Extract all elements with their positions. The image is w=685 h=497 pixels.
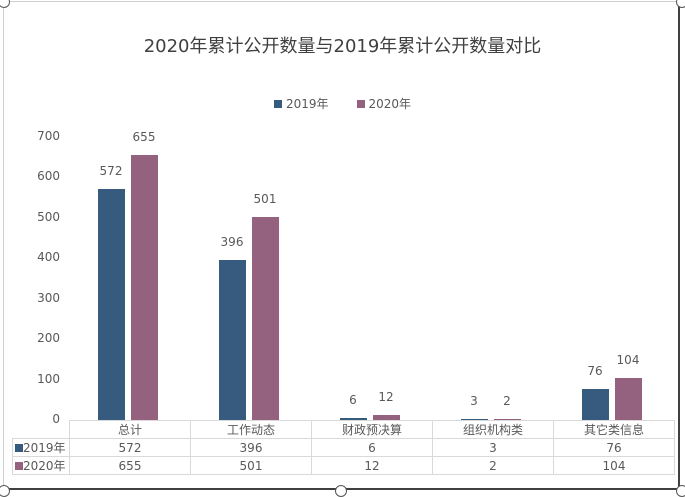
data-label: 572: [99, 163, 123, 178]
data-label: 104: [616, 352, 640, 367]
bar-2019[interactable]: [97, 188, 125, 420]
data-table-cell: 2: [432, 456, 554, 475]
row-label-2019: 2019年: [23, 441, 66, 455]
y-tick-label: 400: [37, 250, 60, 265]
data-table-row-label: 2019年: [12, 438, 70, 457]
data-table-cell: 501: [190, 456, 312, 475]
legend-swatch-2019: [273, 99, 282, 108]
y-tick-label: 200: [37, 331, 60, 346]
data-table-cell: 12: [311, 456, 433, 475]
data-label: 396: [220, 234, 244, 249]
legend-label-2020: 2020年: [368, 97, 412, 111]
data-label: 3: [470, 393, 478, 408]
chart-title: 2020年累计公开数量与2019年累计公开数量对比: [143, 36, 542, 57]
data-table-corner: [12, 420, 70, 439]
data-table-header-row: 总计 工作动态 财政预决算 组织机构类 其它类信息: [12, 420, 675, 439]
resize-handle-bottom-center[interactable]: [335, 485, 347, 497]
data-label: 501: [253, 192, 277, 207]
bar-2019[interactable]: [218, 259, 246, 420]
y-tick-label: 300: [37, 290, 60, 305]
bar-2020[interactable]: [493, 418, 521, 420]
data-table-row-2020: 2020年 655 501 12 2 104: [12, 456, 675, 475]
data-table-cell: 655: [69, 456, 191, 475]
data-label: 6: [349, 392, 357, 407]
data-label: 12: [378, 390, 394, 405]
y-tick-label: 500: [37, 209, 60, 224]
legend-item-2019: 2019年: [273, 95, 329, 112]
chart-legend: 2019年 2020年: [0, 95, 685, 112]
resize-handle-bottom-left[interactable]: [0, 485, 10, 497]
data-table-cell: 3: [432, 438, 554, 457]
bar-2020[interactable]: [372, 415, 400, 420]
bar-2020[interactable]: [614, 377, 642, 420]
data-table-cell: 6: [311, 438, 433, 457]
bar-2019[interactable]: [581, 389, 609, 420]
bar-2020[interactable]: [130, 155, 158, 420]
resize-handle-top-right[interactable]: [676, 0, 685, 8]
data-table-cell: 76: [553, 438, 675, 457]
data-label: 655: [132, 130, 156, 145]
data-table-row-2019: 2019年 572 396 6 3 76: [12, 438, 675, 457]
legend-key-2020: [15, 462, 23, 470]
resize-handle-bottom-right[interactable]: [676, 485, 685, 497]
data-label: 2: [503, 393, 511, 408]
data-table-header: 工作动态: [190, 420, 312, 439]
data-table-header: 财政预决算: [311, 420, 433, 439]
row-label-2020: 2020年: [23, 459, 66, 473]
y-tick-label: 100: [37, 371, 60, 386]
data-table-header: 总计: [69, 420, 191, 439]
legend-label-2019: 2019年: [285, 97, 329, 111]
data-table: 总计 工作动态 财政预决算 组织机构类 其它类信息 2019年 572 396 …: [12, 420, 675, 475]
legend-key-2019: [15, 444, 23, 452]
data-table-cell: 572: [69, 438, 191, 457]
data-table-cell: 396: [190, 438, 312, 457]
data-table-header: 组织机构类: [432, 420, 554, 439]
y-tick-label: 0: [52, 412, 60, 426]
bar-2020[interactable]: [251, 217, 279, 420]
data-table-cell: 104: [553, 456, 675, 475]
data-label: 76: [587, 364, 603, 379]
y-tick-label: 600: [37, 169, 60, 184]
bar-2019[interactable]: [339, 417, 367, 420]
data-table-header: 其它类信息: [553, 420, 675, 439]
data-table-row-label: 2020年: [12, 456, 70, 475]
y-tick-label: 700: [37, 129, 60, 143]
legend-item-2020: 2020年: [356, 95, 412, 112]
resize-handle-top-left[interactable]: [0, 0, 10, 8]
legend-swatch-2020: [356, 99, 365, 108]
bar-2019[interactable]: [460, 418, 488, 420]
